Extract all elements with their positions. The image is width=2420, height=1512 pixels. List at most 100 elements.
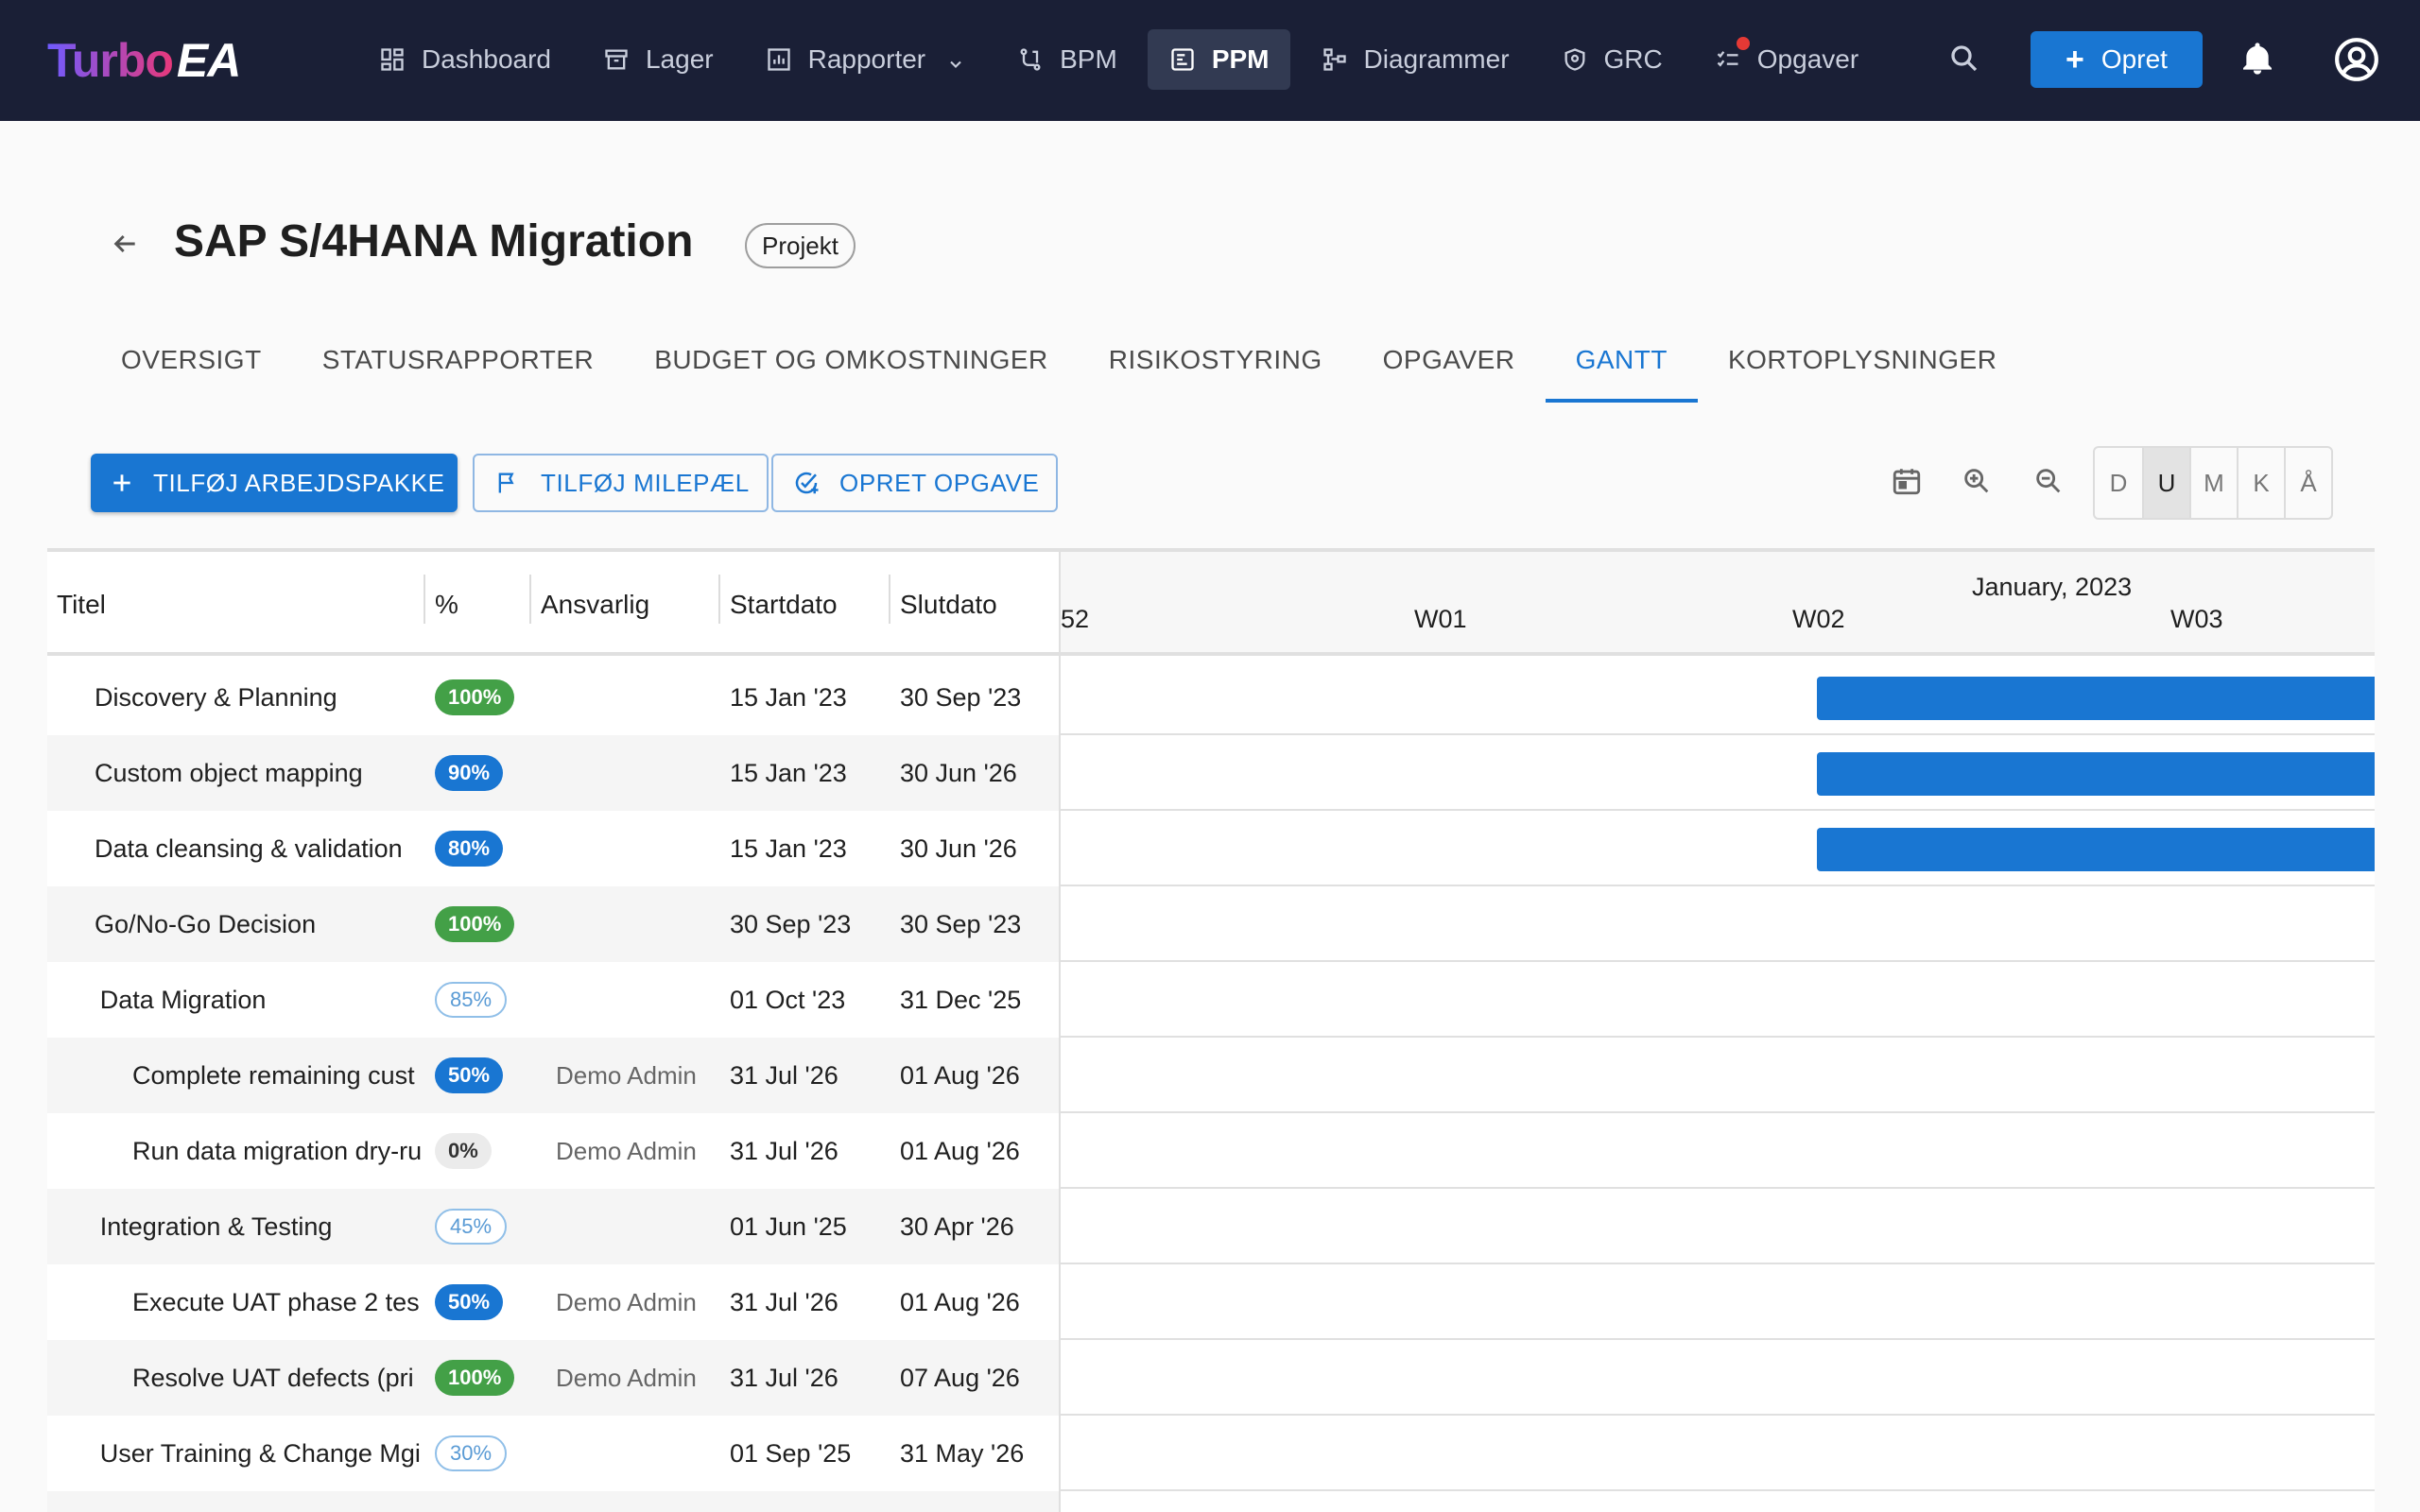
nav-item-bpm[interactable]: BPM <box>995 29 1138 90</box>
tab-risikostyring[interactable]: RISIKOSTYRING <box>1108 345 1322 374</box>
percent-badge: 30% <box>435 1435 508 1471</box>
timeline-month-label: January, 2023 <box>1972 573 2133 601</box>
tab-kortoplysninger[interactable]: KORTOPLYSNINGER <box>1727 345 1997 374</box>
scale-month-button[interactable]: M <box>2189 448 2237 518</box>
calendar-icon <box>1891 465 1923 502</box>
row-title: Discovery & Planning <box>95 682 337 712</box>
table-row[interactable]: Discovery & Planning 100% 15 Jan '23 30 … <box>47 660 1059 735</box>
nav-item-ppm[interactable]: PPM <box>1147 29 1290 90</box>
nav-item-opgaver[interactable]: Opgaver <box>1693 29 1879 90</box>
plus-icon <box>110 469 134 497</box>
search-icon <box>1947 42 1981 80</box>
nav-item-grc[interactable]: GRC <box>1540 29 1684 90</box>
project-tabs: OVERSIGT STATUSRAPPORTER BUDGET OG OMKOS… <box>91 318 2027 403</box>
row-owner <box>556 811 754 886</box>
table-row[interactable]: Custom object mapping 90% 15 Jan '23 30 … <box>47 735 1059 811</box>
tab-opgaver[interactable]: OPGAVER <box>1382 345 1515 374</box>
zoom-in-icon <box>1961 465 1993 502</box>
column-header-start[interactable]: Startdato <box>730 590 838 619</box>
app-logo[interactable]: Turbo EA <box>47 32 241 89</box>
add-milestone-button[interactable]: TILFØJ MILEPÆL <box>473 454 769 512</box>
row-title: Go/No-Go Decision <box>95 909 317 938</box>
nav-label: Opgaver <box>1756 44 1859 74</box>
column-resizer[interactable] <box>529 575 531 624</box>
table-row[interactable]: ▼ Data Migration 85% 01 Oct '23 31 Dec '… <box>47 962 1059 1038</box>
add-workpackage-label: TILFØJ ARBEJDSPAKKE <box>153 468 445 497</box>
column-header-end[interactable]: Slutdato <box>900 590 997 619</box>
nav-item-lager[interactable]: Lager <box>581 29 735 90</box>
column-header-percent[interactable]: % <box>435 590 458 619</box>
task-bar[interactable] <box>1817 677 2375 720</box>
column-resizer[interactable] <box>424 575 425 624</box>
add-workpackage-button[interactable]: TILFØJ ARBEJDSPAKKE <box>91 454 458 512</box>
tab-statusrapporter[interactable]: STATUSRAPPORTER <box>321 345 595 374</box>
nav-item-rapporter[interactable]: Rapporter <box>744 29 987 90</box>
create-button[interactable]: + Opret <box>2031 31 2203 88</box>
row-start-date: 15 Jan '23 <box>730 758 847 787</box>
row-end-date: 30 Jun '26 <box>900 758 1017 787</box>
table-row[interactable]: Complete remaining cust 50% Demo Admin 3… <box>47 1038 1059 1113</box>
row-start-date: 01 Sep '25 <box>730 1438 852 1468</box>
nav-label: Rapporter <box>807 44 926 74</box>
search-button[interactable] <box>1944 40 1985 81</box>
row-start-date: 31 Jul '26 <box>730 1363 838 1392</box>
tab-gantt[interactable]: GANTT <box>1545 318 1699 403</box>
column-header-title[interactable]: Titel <box>57 590 106 619</box>
row-end-date: 30 Sep '23 <box>900 909 1022 938</box>
scale-week-button[interactable]: U <box>2142 448 2189 518</box>
row-owner <box>556 962 754 1038</box>
timeline-row <box>1061 962 2375 1038</box>
row-title: Data Migration <box>99 985 267 1014</box>
table-row[interactable]: Go/No-Go Decision 100% 30 Sep '23 30 Sep… <box>47 886 1059 962</box>
timeline-row <box>1061 811 2375 886</box>
nav-item-dashboard[interactable]: Dashboard <box>357 29 572 90</box>
tab-oversigt[interactable]: OVERSIGT <box>121 345 262 374</box>
row-title: Complete remaining cust <box>132 1060 415 1090</box>
table-row[interactable]: Data cleansing & validation 80% 15 Jan '… <box>47 811 1059 886</box>
timeline-row <box>1061 735 2375 811</box>
account-circle-icon <box>2333 36 2380 88</box>
row-end-date: 01 Aug '26 <box>900 1060 1020 1090</box>
zoom-out-button[interactable] <box>2029 463 2068 503</box>
table-row-partial[interactable] <box>47 1491 1059 1512</box>
table-row[interactable]: ▼ User Training & Change Mgi 30% 01 Sep … <box>47 1416 1059 1491</box>
create-task-label: OPRET OPGAVE <box>839 468 1040 497</box>
tab-budget[interactable]: BUDGET OG OMKOSTNINGER <box>654 345 1048 374</box>
nav-item-diagrammer[interactable]: Diagrammer <box>1300 29 1530 90</box>
account-button[interactable] <box>2331 36 2382 87</box>
column-resizer[interactable] <box>889 575 890 624</box>
project-icon <box>1168 45 1197 74</box>
table-row[interactable]: Execute UAT phase 2 tes 50% Demo Admin 3… <box>47 1264 1059 1340</box>
percent-badge: 100% <box>435 679 515 715</box>
scale-year-button[interactable]: Å <box>2284 448 2331 518</box>
notifications-button[interactable] <box>2235 38 2280 83</box>
nav-label: GRC <box>1603 44 1663 74</box>
arrow-left-icon <box>110 229 140 264</box>
row-end-date: 30 Sep '23 <box>900 682 1022 712</box>
time-scale-toggle: D U M K Å <box>2093 446 2333 520</box>
row-end-date: 31 Dec '25 <box>900 985 1022 1014</box>
percent-badge: 45% <box>435 1209 508 1245</box>
row-end-date: 07 Aug '26 <box>900 1363 1020 1392</box>
table-row[interactable]: Resolve UAT defects (pri 100% Demo Admin… <box>47 1340 1059 1416</box>
timeline-row <box>1061 886 2375 962</box>
timeline-row <box>1061 1189 2375 1264</box>
gantt-timeline[interactable]: January, 2023 52 W01 W02 W03 <box>1059 552 2375 1512</box>
column-header-owner[interactable]: Ansvarlig <box>541 590 650 619</box>
row-title: Resolve UAT defects (pri <box>132 1363 414 1392</box>
task-bar[interactable] <box>1817 752 2375 796</box>
percent-badge: 85% <box>435 982 508 1018</box>
column-resizer[interactable] <box>718 575 720 624</box>
table-row[interactable]: Run data migration dry-ru 0% Demo Admin … <box>47 1113 1059 1189</box>
timeline-week-label: 52 <box>1061 605 1090 633</box>
scale-quarter-button[interactable]: K <box>2237 448 2284 518</box>
zoom-in-button[interactable] <box>1957 463 1996 503</box>
table-row[interactable]: ▼ Integration & Testing 45% 01 Jun '25 3… <box>47 1189 1059 1264</box>
scale-day-button[interactable]: D <box>2109 468 2128 497</box>
row-owner <box>556 886 754 962</box>
create-task-button[interactable]: OPRET OPGAVE <box>771 454 1059 512</box>
row-title-group: ▼ User Training & Change Mgi <box>95 1416 473 1491</box>
back-button[interactable] <box>106 227 144 265</box>
today-button[interactable] <box>1887 463 1927 503</box>
task-bar[interactable] <box>1817 828 2375 871</box>
